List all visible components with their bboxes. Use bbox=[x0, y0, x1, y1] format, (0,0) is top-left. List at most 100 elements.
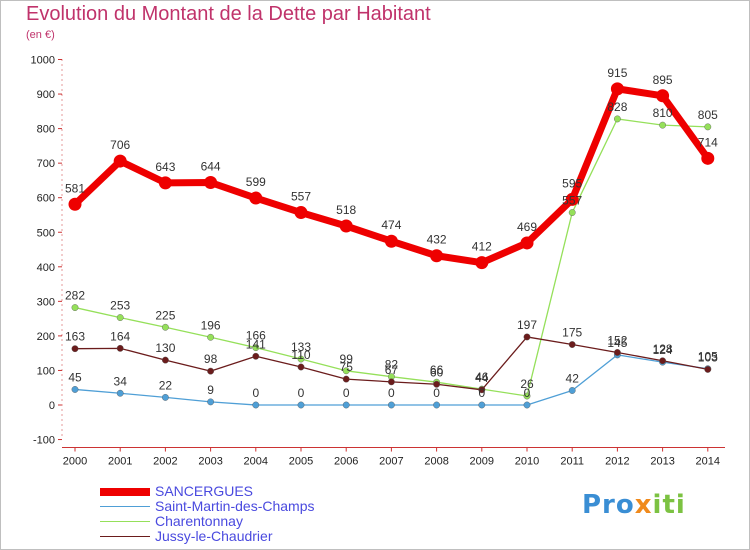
data-label: 110 bbox=[291, 348, 310, 362]
data-label: 124 bbox=[653, 343, 673, 357]
data-point bbox=[704, 123, 712, 131]
data-point bbox=[339, 219, 353, 233]
data-label: 915 bbox=[607, 66, 627, 80]
data-point bbox=[568, 209, 576, 216]
data-point bbox=[297, 363, 305, 371]
data-label: 98 bbox=[204, 352, 218, 366]
data-label: 9 bbox=[207, 383, 214, 397]
data-point bbox=[659, 121, 666, 129]
data-point bbox=[252, 344, 260, 352]
x-tick-label: 2010 bbox=[515, 456, 539, 468]
data-point bbox=[523, 333, 531, 341]
y-tick-label: -100 bbox=[33, 435, 55, 447]
data-point bbox=[252, 352, 260, 360]
proxiti-logo: Proxiti bbox=[582, 490, 686, 520]
data-point bbox=[71, 304, 79, 311]
data-label: 643 bbox=[155, 160, 175, 174]
data-label: 22 bbox=[159, 378, 173, 392]
data-label: 133 bbox=[291, 340, 311, 354]
data-label: 474 bbox=[381, 218, 401, 232]
x-tick-label: 2012 bbox=[605, 456, 629, 468]
data-point bbox=[614, 115, 621, 123]
data-label: 45 bbox=[68, 370, 82, 384]
data-point bbox=[252, 401, 260, 409]
y-tick-label: 700 bbox=[37, 158, 55, 170]
data-label: 164 bbox=[110, 329, 130, 343]
data-label: 130 bbox=[155, 341, 175, 355]
data-point bbox=[568, 387, 576, 394]
data-point bbox=[297, 355, 305, 363]
legend-label: Jussy-le-Chaudrier bbox=[155, 528, 273, 544]
data-point bbox=[204, 175, 218, 189]
x-tick-label: 2001 bbox=[108, 456, 132, 468]
data-label: 60 bbox=[430, 365, 444, 379]
data-label: 706 bbox=[110, 138, 130, 152]
legend-label: Charentonnay bbox=[155, 513, 243, 529]
data-point bbox=[387, 378, 395, 386]
data-point bbox=[161, 323, 169, 331]
data-point bbox=[568, 341, 576, 348]
data-label: 82 bbox=[385, 358, 399, 372]
data-point bbox=[659, 357, 666, 365]
x-tick-label: 2011 bbox=[560, 456, 584, 468]
legend-swatch-saint-martin bbox=[100, 506, 150, 507]
data-label: 225 bbox=[155, 308, 175, 322]
data-point bbox=[610, 82, 624, 96]
data-point bbox=[207, 398, 215, 406]
data-point bbox=[158, 176, 172, 190]
unit-label: (en €) bbox=[26, 29, 55, 41]
data-label: 0 bbox=[478, 386, 485, 400]
data-point bbox=[523, 401, 531, 409]
data-label: 128 bbox=[653, 342, 673, 356]
x-tick-label: 2013 bbox=[650, 456, 674, 468]
data-label: 46 bbox=[475, 370, 489, 384]
data-point bbox=[430, 249, 444, 263]
y-tick-label: 300 bbox=[37, 296, 55, 308]
data-label: 99 bbox=[340, 352, 354, 366]
data-label: 581 bbox=[65, 181, 85, 195]
data-point bbox=[116, 314, 124, 321]
data-point bbox=[161, 393, 169, 401]
x-tick-label: 2007 bbox=[379, 456, 403, 468]
data-label: 67 bbox=[385, 363, 399, 377]
data-label: 34 bbox=[114, 374, 128, 388]
data-point bbox=[387, 401, 395, 409]
legend-swatch-charentonnay bbox=[100, 521, 150, 522]
data-label: 141 bbox=[246, 337, 266, 351]
data-label: 0 bbox=[388, 386, 395, 400]
data-point bbox=[342, 375, 350, 383]
data-point bbox=[249, 191, 263, 205]
data-point bbox=[701, 151, 715, 165]
data-label: 557 bbox=[562, 194, 582, 208]
y-tick-label: 100 bbox=[37, 365, 55, 377]
data-label: 0 bbox=[298, 386, 305, 400]
data-label: 518 bbox=[336, 203, 356, 217]
data-label: 175 bbox=[562, 326, 582, 340]
data-label: 42 bbox=[566, 371, 580, 385]
data-point bbox=[71, 345, 79, 353]
data-label: 432 bbox=[427, 233, 447, 247]
data-label: 282 bbox=[65, 289, 85, 303]
data-point bbox=[342, 367, 350, 375]
data-label: 152 bbox=[607, 333, 627, 347]
data-point bbox=[294, 206, 308, 220]
data-label: 103 bbox=[698, 350, 718, 364]
y-tick-label: 600 bbox=[37, 193, 55, 205]
x-tick-label: 2008 bbox=[424, 456, 448, 468]
data-label: 44 bbox=[475, 371, 489, 385]
data-point bbox=[475, 256, 489, 270]
data-point bbox=[565, 192, 579, 206]
data-point bbox=[656, 89, 670, 103]
data-point bbox=[478, 386, 486, 394]
data-label: 105 bbox=[698, 350, 718, 364]
legend-swatch-sancergues bbox=[100, 488, 150, 496]
data-label: 644 bbox=[201, 159, 221, 173]
y-tick-label: 500 bbox=[37, 227, 55, 239]
x-tick-label: 2004 bbox=[244, 456, 268, 468]
data-point bbox=[614, 349, 621, 356]
data-label: 0 bbox=[524, 386, 531, 400]
data-point bbox=[433, 380, 440, 388]
data-label: 197 bbox=[517, 318, 537, 332]
data-label: 66 bbox=[430, 363, 444, 377]
